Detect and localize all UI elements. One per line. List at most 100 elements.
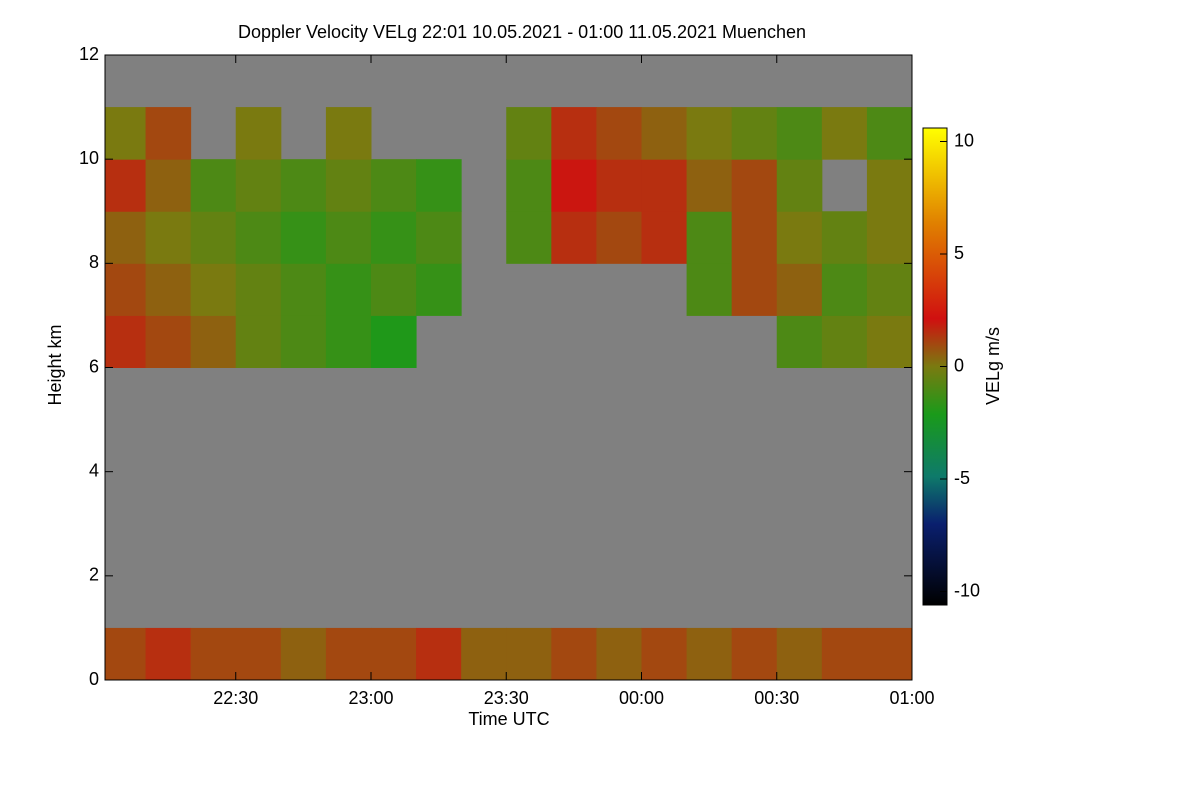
y-tick-label: 2 [89,565,99,585]
cell [596,211,642,264]
y-tick-label: 12 [79,44,99,64]
x-tick-label: 23:00 [348,688,393,708]
cell [776,263,823,316]
cell [416,627,462,681]
cell [105,263,147,316]
cell [235,159,282,212]
cell [776,211,823,264]
cells [105,107,913,681]
y-axis-label: Height km [45,324,65,405]
cell [731,263,778,316]
cell [145,315,192,368]
cell [370,159,417,212]
cell [105,211,147,264]
cell [641,107,688,160]
colorbar-label: VELg m/s [983,327,1003,405]
cell [105,627,147,681]
cell [641,627,688,681]
colorbar-tick-label: -10 [954,580,980,600]
x-tick-label: 00:00 [619,688,664,708]
cell [370,211,417,264]
cell [325,315,372,368]
y-tick-label: 0 [89,669,99,689]
cell [145,627,192,681]
y-tick-label: 8 [89,252,99,272]
cell [461,627,507,681]
cell [190,263,237,316]
cell [866,211,913,264]
cell [105,315,147,368]
cell [506,107,552,160]
cell [551,211,597,264]
cell [821,211,868,264]
x-tick-label: 00:30 [754,688,799,708]
cell [280,159,327,212]
colorbar-tick-label: -5 [954,468,970,488]
cell [506,211,552,264]
cell [370,627,417,681]
cell [686,627,733,681]
cell [325,159,372,212]
cell [280,211,327,264]
cell [776,627,823,681]
x-tick-label: 22:30 [213,688,258,708]
cell [551,159,597,212]
cell [866,107,913,160]
colorbar-tick-label: 0 [954,355,964,375]
cell [280,627,327,681]
cell [596,107,642,160]
cell [821,315,868,368]
y-tick-label: 4 [89,460,99,480]
cell [280,263,327,316]
cell [641,159,688,212]
cell [866,627,913,681]
cell [866,159,913,212]
cell [686,211,733,264]
cell [731,627,778,681]
cell [551,627,597,681]
cell [731,211,778,264]
chart-title: Doppler Velocity VELg 22:01 10.05.2021 -… [238,22,806,42]
cell [821,627,868,681]
x-axis-label: Time UTC [468,709,549,729]
cell [821,263,868,316]
cell [370,315,417,368]
cell [105,159,147,212]
cell [105,107,147,160]
y-tick-label: 10 [79,148,99,168]
cell [325,107,372,160]
cell [641,211,688,264]
cell [325,263,372,316]
cell [731,159,778,212]
cell [235,211,282,264]
cell [145,159,192,212]
cell [776,315,823,368]
cell [686,107,733,160]
x-tick-label: 01:00 [889,688,934,708]
cell [235,263,282,316]
cell [416,159,462,212]
cell [190,627,237,681]
cell [370,263,417,316]
cell [686,159,733,212]
cell [235,315,282,368]
cell [776,107,823,160]
cell [145,107,192,160]
cell [416,211,462,264]
cell [325,627,372,681]
cell [596,159,642,212]
cell [280,315,327,368]
cell [821,107,868,160]
cell [686,263,733,316]
cell [325,211,372,264]
cell [190,159,237,212]
cell [145,263,192,316]
cell [190,211,237,264]
y-tick-label: 6 [89,356,99,376]
colorbar-tick-label: 10 [954,130,974,150]
cell [416,263,462,316]
cell [235,107,282,160]
cell [776,159,823,212]
cell [145,211,192,264]
